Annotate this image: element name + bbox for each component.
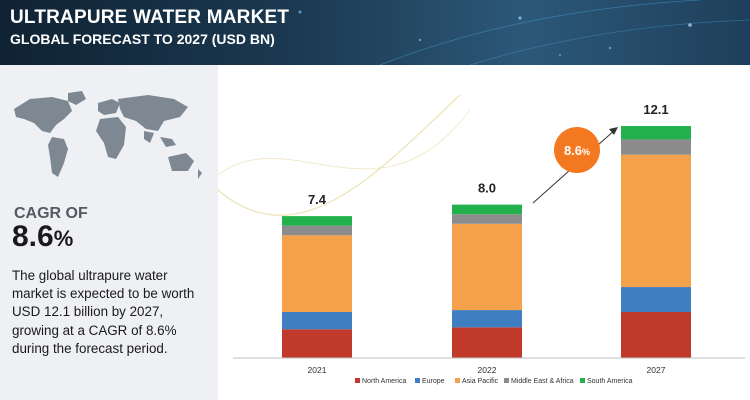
data-label-total: 7.4 [308,192,327,207]
bar-segment-south-america-2021 [282,216,352,226]
page-title: ULTRAPURE WATER MARKET [10,7,290,28]
legend-label: Asia Pacific [462,378,499,385]
legend-label: North America [362,378,406,385]
header-banner: ULTRAPURE WATER MARKET GLOBAL FORECAST T… [0,0,750,65]
cagr-badge-unit: % [582,147,590,157]
cagr-badge-label: 8.6% [564,143,590,158]
cagr-number: 8.6 [12,220,54,253]
bar-segment-asia-pacific-2022 [452,223,522,311]
bar-segment-north-america-2021 [282,329,352,358]
decorative-curve [217,109,471,176]
x-tick-label: 2021 [308,365,327,375]
legend-label: Middle East & Africa [511,378,574,385]
bar-segment-asia-pacific-2021 [282,235,352,312]
bar-segment-middle-east-africa-2022 [452,214,522,224]
bar-segment-south-america-2027 [621,126,691,140]
legend-label: South America [587,378,633,385]
bar-segment-europe-2022 [452,310,522,328]
bar-segment-europe-2027 [621,287,691,312]
market-description: The global ultrapure water market is exp… [12,268,195,356]
legend-label: Europe [422,378,445,385]
cagr-label: CAGR OF [14,205,88,222]
bar-segment-europe-2021 [282,311,352,330]
bar-segment-asia-pacific-2027 [621,154,691,288]
legend-swatch [455,378,460,383]
bar-segment-north-america-2027 [621,311,691,358]
growth-arrow-head [609,127,618,135]
cagr-unit: % [53,226,74,251]
page-subtitle: GLOBAL FORECAST TO 2027 (USD BN) [10,31,275,47]
cagr-badge-number: 8.6 [564,143,582,158]
legend-swatch [504,378,509,383]
data-label-total: 8.0 [478,181,496,196]
x-tick-label: 2027 [647,365,666,375]
bar-segment-middle-east-africa-2027 [621,139,691,155]
cagr-value: 8.6% [12,220,73,254]
summary-panel: CAGR OF 8.6% The global ultrapure water … [0,65,218,400]
world-map-icon [14,91,202,179]
legend-swatch [415,378,420,383]
header-background-lights [298,0,750,65]
legend-swatch [580,378,585,383]
x-tick-label: 2022 [478,365,497,375]
legend-swatch [355,378,360,383]
bar-segment-south-america-2022 [452,204,522,215]
data-label-total: 12.1 [643,102,668,117]
bar-segment-middle-east-africa-2021 [282,225,352,236]
decorative-curve [217,94,461,216]
cagr-badge [554,127,600,173]
bar-segment-north-america-2022 [452,327,522,358]
